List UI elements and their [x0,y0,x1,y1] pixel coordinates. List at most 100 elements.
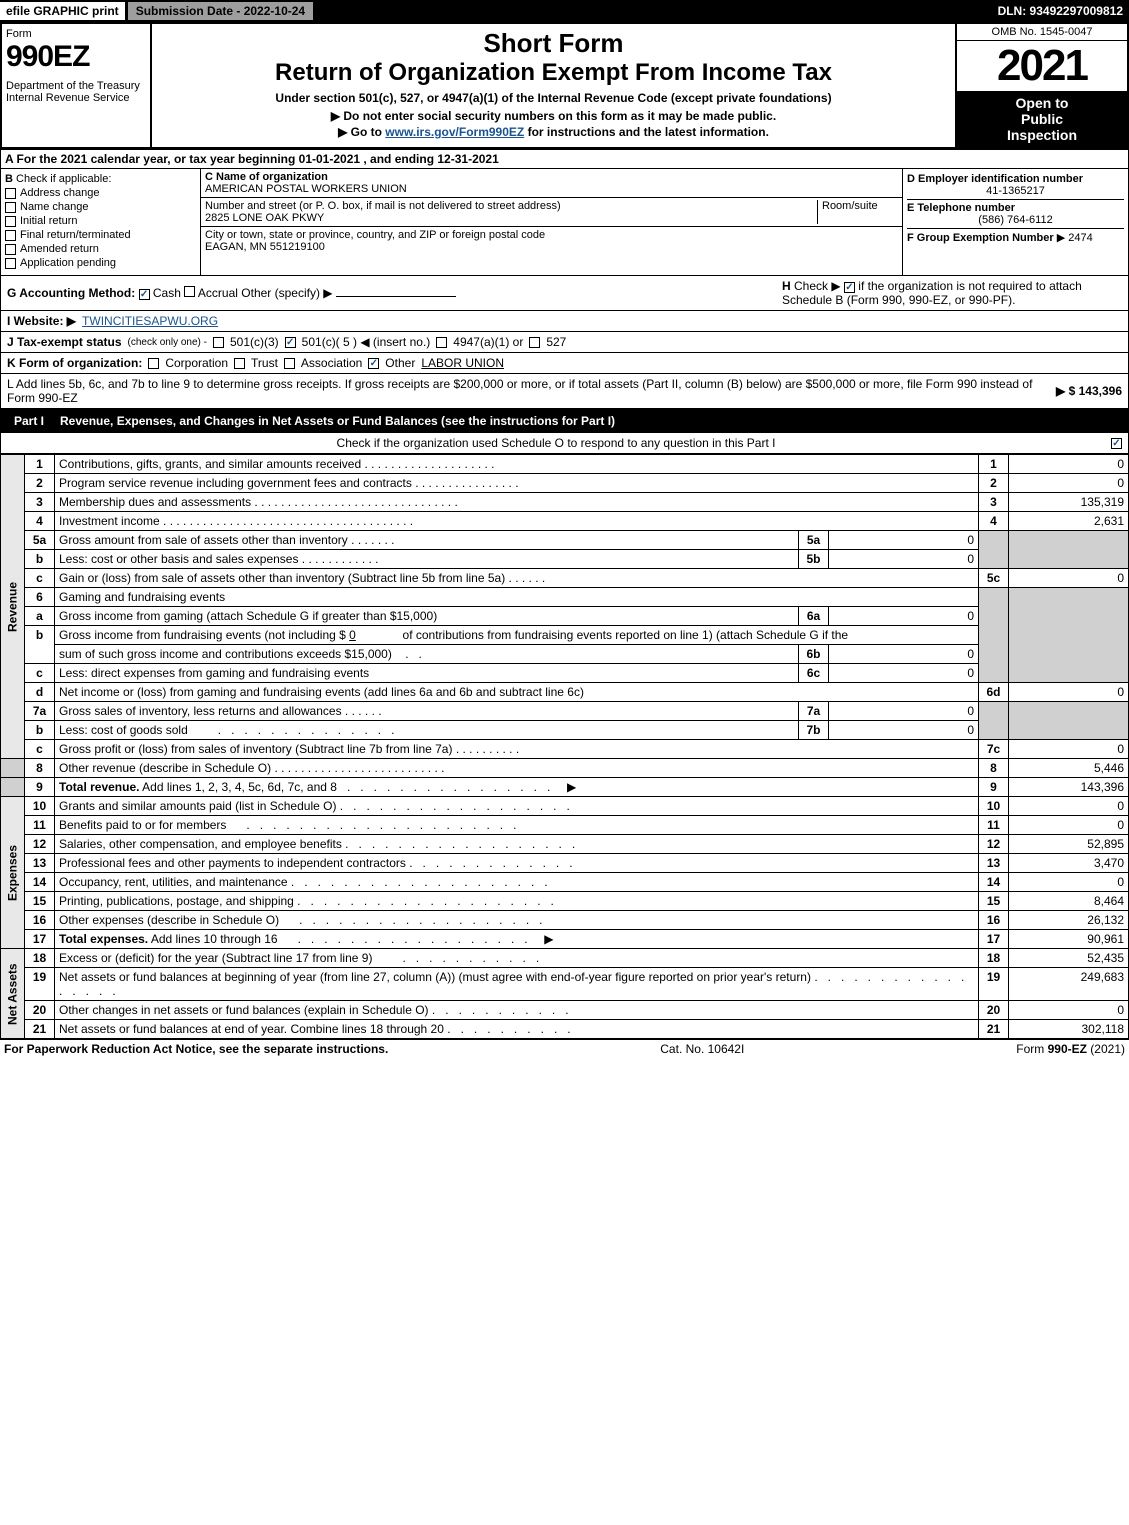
cb-4947[interactable] [436,337,447,348]
line-9: 9 Total revenue. Add lines 1, 2, 3, 4, 5… [1,778,1129,797]
submission-date: Submission Date - 2022-10-24 [127,1,314,21]
side-revenue: Revenue [1,455,25,759]
cb-initial-return[interactable]: Initial return [5,215,196,227]
cb-cash[interactable] [139,289,150,300]
section-c: C Name of organization AMERICAN POSTAL W… [201,169,903,275]
section-a: A For the 2021 calendar year, or tax yea… [0,149,1129,169]
instruction-2: ▶ Go to www.irs.gov/Form990EZ for instru… [156,125,951,139]
cb-association[interactable] [284,358,295,369]
part1-title: Revenue, Expenses, and Changes in Net As… [60,414,1123,428]
cb-final-return[interactable]: Final return/terminated [5,229,196,241]
cb-amended-return[interactable]: Amended return [5,243,196,255]
form-label: Form [6,28,146,40]
footer-center: Cat. No. 10642I [388,1042,1016,1056]
other-org-value: LABOR UNION [421,356,504,370]
cb-address-change[interactable]: Address change [5,187,196,199]
line-6a: a Gross income from gaming (attach Sched… [1,607,1129,626]
part1-header: Part I Revenue, Expenses, and Changes in… [0,409,1129,433]
cb-name-change[interactable]: Name change [5,201,196,213]
line-5b: b Less: cost or other basis and sales ex… [1,550,1129,569]
cb-501c[interactable] [285,337,296,348]
dln: DLN: 93492297009812 [998,4,1129,18]
line-7b: b Less: cost of goods sold . . . . . . .… [1,721,1129,740]
omb-number: OMB No. 1545-0047 [957,24,1127,41]
part1-table: Revenue 1 Contributions, gifts, grants, … [0,454,1129,1039]
street: 2825 LONE OAK PKWY [205,212,324,224]
phone: (586) 764-6112 [907,214,1124,226]
line-1: Revenue 1 Contributions, gifts, grants, … [1,455,1129,474]
part1-check: Check if the organization used Schedule … [0,433,1129,454]
city: EAGAN, MN 551219100 [205,241,325,253]
h-label: H [782,279,791,293]
efile-label[interactable]: efile GRAPHIC print [0,2,125,20]
b-label: B [5,173,13,185]
line-8: 8 Other revenue (describe in Schedule O)… [1,759,1129,778]
line-6c: c Less: direct expenses from gaming and … [1,664,1129,683]
section-b: B Check if applicable: Address change Na… [1,169,201,275]
room-label: Room/suite [822,200,878,212]
irs-link[interactable]: www.irs.gov/Form990EZ [385,125,524,139]
cb-trust[interactable] [234,358,245,369]
cb-accrual[interactable] [184,286,195,297]
side-expenses: Expenses [1,797,25,949]
header-right: OMB No. 1545-0047 2021 Open to Public In… [957,24,1127,147]
line-13: 13 Professional fees and other payments … [1,854,1129,873]
j-label: J Tax-exempt status [7,335,122,349]
line-3: 3 Membership dues and assessments . . . … [1,493,1129,512]
side-net-assets: Net Assets [1,949,25,1039]
street-label: Number and street (or P. O. box, if mail… [205,200,561,212]
line-2: 2 Program service revenue including gove… [1,474,1129,493]
l-amount: ▶ $ 143,396 [1056,384,1122,398]
cb-h[interactable] [844,282,855,293]
group-label: F Group Exemption Number [907,232,1054,244]
cb-527[interactable] [529,337,540,348]
instruction-1: ▶ Do not enter social security numbers o… [156,109,951,123]
cb-corporation[interactable] [148,358,159,369]
line-4: 4 Investment income . . . . . . . . . . … [1,512,1129,531]
top-bar: efile GRAPHIC print Submission Date - 20… [0,0,1129,22]
c-name-label: C Name of organization [205,171,328,183]
badge-line3: Inspection [1007,127,1077,143]
org-name: AMERICAN POSTAL WORKERS UNION [205,183,407,195]
department: Department of the Treasury Internal Reve… [6,80,146,104]
short-form-title: Short Form [156,28,951,59]
website-link[interactable]: TWINCITIESAPWU.ORG [82,314,218,328]
section-bcd: B Check if applicable: Address change Na… [0,169,1129,276]
line-5c: c Gain or (loss) from sale of assets oth… [1,569,1129,588]
footer: For Paperwork Reduction Act Notice, see … [0,1039,1129,1058]
cb-other-org[interactable] [368,358,379,369]
line-11: 11 Benefits paid to or for members . . .… [1,816,1129,835]
section-j: J Tax-exempt status (check only one) - 5… [0,332,1129,353]
header-left: Form 990EZ Department of the Treasury In… [2,24,152,147]
header-center: Short Form Return of Organization Exempt… [152,24,957,147]
footer-right: Form 990-EZ (2021) [1016,1042,1125,1056]
line-20: 20 Other changes in net assets or fund b… [1,1001,1129,1020]
line-6b: b Gross income from fundraising events (… [1,626,1129,645]
k-label: K Form of organization: [7,356,142,370]
line-21: 21 Net assets or fund balances at end of… [1,1020,1129,1039]
line-14: 14 Occupancy, rent, utilities, and maint… [1,873,1129,892]
ein: 41-1365217 [907,185,1124,197]
line-10: Expenses 10 Grants and similar amounts p… [1,797,1129,816]
section-l: L Add lines 5b, 6c, and 7b to line 9 to … [0,374,1129,409]
return-title: Return of Organization Exempt From Incom… [156,59,951,87]
i-label: I Website: ▶ [7,314,76,328]
g-label: G Accounting Method: [7,286,135,300]
line-15: 15 Printing, publications, postage, and … [1,892,1129,911]
line-17: 17 Total expenses. Add lines 10 through … [1,930,1129,949]
line-6: 6 Gaming and fundraising events [1,588,1129,607]
line-6b2: sum of such gross income and contributio… [1,645,1129,664]
line-7c: c Gross profit or (loss) from sales of i… [1,740,1129,759]
footer-left: For Paperwork Reduction Act Notice, see … [4,1042,388,1056]
line-19: 19 Net assets or fund balances at beginn… [1,968,1129,1001]
cb-501c3[interactable] [213,337,224,348]
check-if: Check if applicable: [16,173,111,185]
line-18: Net Assets 18 Excess or (deficit) for th… [1,949,1129,968]
form-header: Form 990EZ Department of the Treasury In… [0,22,1129,149]
tax-year: 2021 [957,41,1127,91]
cb-schedule-o[interactable] [1111,438,1122,449]
form-number: 990EZ [6,40,146,74]
open-public-badge: Open to Public Inspection [957,91,1127,147]
cb-application-pending[interactable]: Application pending [5,257,196,269]
section-gh: G Accounting Method: Cash Accrual Other … [0,276,1129,311]
